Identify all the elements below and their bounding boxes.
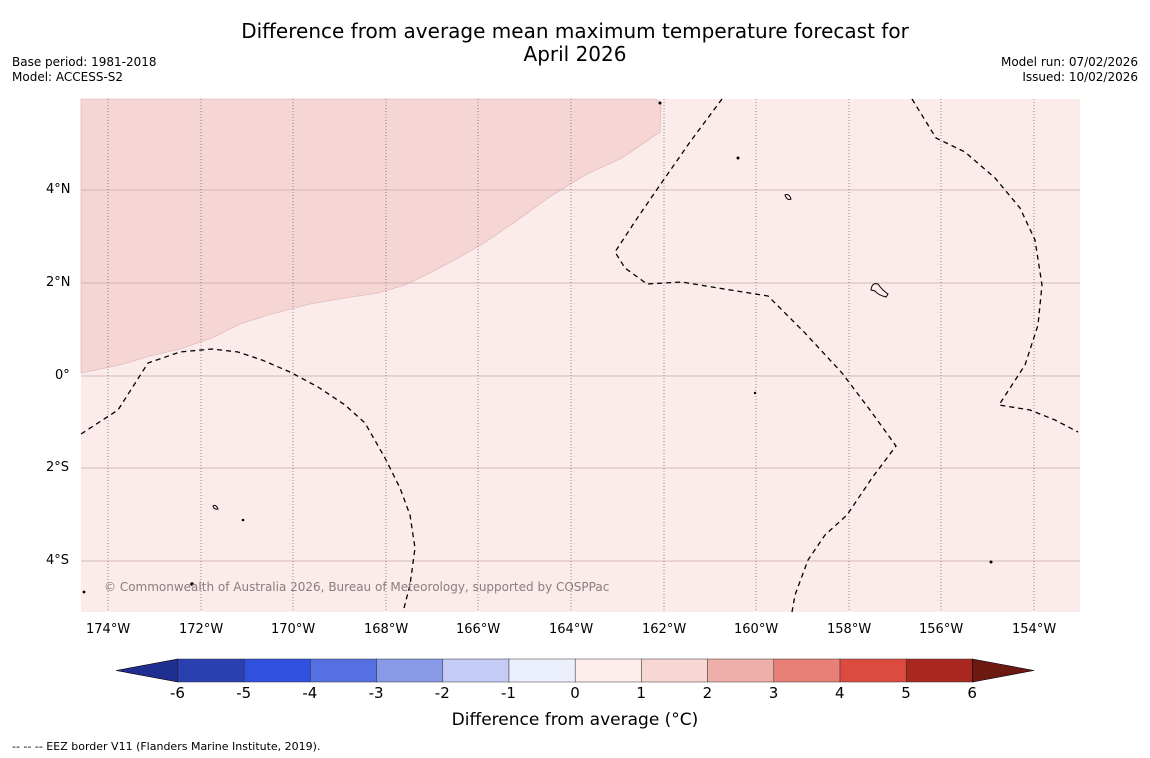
eez-border-central [614,98,897,613]
colorbar-swatch [376,658,444,683]
colorbar-swatch [243,658,311,683]
gridlines [81,189,1080,562]
colorbar-title: Difference from average (°C) [451,710,699,730]
model-run: Model run: 07/02/2026 [1000,55,1138,69]
lat-label: 4°N [46,182,71,197]
islet [82,590,86,594]
lon-label: 160°W [734,622,779,637]
colorbar-tick-label: 0 [570,684,580,702]
lon-label: 154°W [1012,622,1057,637]
base-period: Base period: 1981-2018 [12,55,157,69]
islet [658,101,662,105]
lon-label: 162°W [642,622,687,637]
lon-label: 168°W [364,622,409,637]
colorbar-swatch [641,658,708,683]
colorbar [115,658,1035,683]
islet [190,582,194,586]
colorbar-tick-label: -2 [434,684,450,702]
warm-anomaly-region [80,98,662,374]
issued-date: Issued: 10/02/2026 [1022,70,1138,84]
lon-label: 170°W [271,622,316,637]
lon-label: 158°W [827,622,872,637]
lon-label: 166°W [456,622,501,637]
colorbar-tick-label: -6 [170,684,185,702]
islet [989,560,993,564]
eez-border-east [911,98,1079,433]
lat-label: 4°S [46,553,70,568]
eez-border-west [80,348,416,613]
colorbar-tick-label: 3 [768,684,779,702]
colorbar-swatch [508,658,576,683]
lon-label: 174°W [86,622,131,637]
islet [241,518,245,522]
lon-label: 172°W [179,622,224,637]
colorbar-tick-label: 1 [636,684,646,702]
colorbar-tick-label: -4 [302,684,318,702]
colorbar-tick-label: -5 [236,684,252,702]
islet [753,391,757,395]
island-outline [870,283,889,298]
colorbar-swatch [177,658,245,683]
colorbar-tick-label: 5 [901,684,911,702]
lat-label: 0° [55,368,70,383]
colorbar-extend-low [115,658,179,683]
colorbar-extend-high [972,658,1035,683]
lat-label: 2°N [46,275,71,290]
island-outline [212,504,219,510]
colorbar-swatch [839,658,907,683]
lon-label: 156°W [919,622,964,637]
lat-label: 2°S [46,460,70,475]
chart-title-line1: Difference from average mean maximum tem… [241,19,909,43]
colorbar-swatch [707,658,775,683]
chart-title-line2: April 2026 [523,42,627,66]
colorbar-tick-label: 2 [702,684,713,702]
colorbar-swatch [773,658,841,683]
colorbar-swatch [310,658,377,683]
island-outline [784,194,792,200]
colorbar-tick-label: 4 [835,684,845,702]
colorbar-swatch [905,658,973,683]
colorbar-tick-label: 6 [967,684,977,702]
lon-label: 164°W [549,622,594,637]
eez-legend-footer: -- -- -- EEZ border V11 (Flanders Marine… [12,740,321,753]
colorbar-swatch [574,658,642,683]
colorbar-tick-label: -1 [501,684,516,702]
copyright-notice: © Commonwealth of Australia 2026, Bureau… [104,580,610,594]
colorbar-swatch [442,658,510,683]
colorbar-tick-label: -3 [368,684,384,702]
islet [736,156,740,160]
model-name: Model: ACCESS-S2 [12,70,124,84]
islands [82,101,993,594]
